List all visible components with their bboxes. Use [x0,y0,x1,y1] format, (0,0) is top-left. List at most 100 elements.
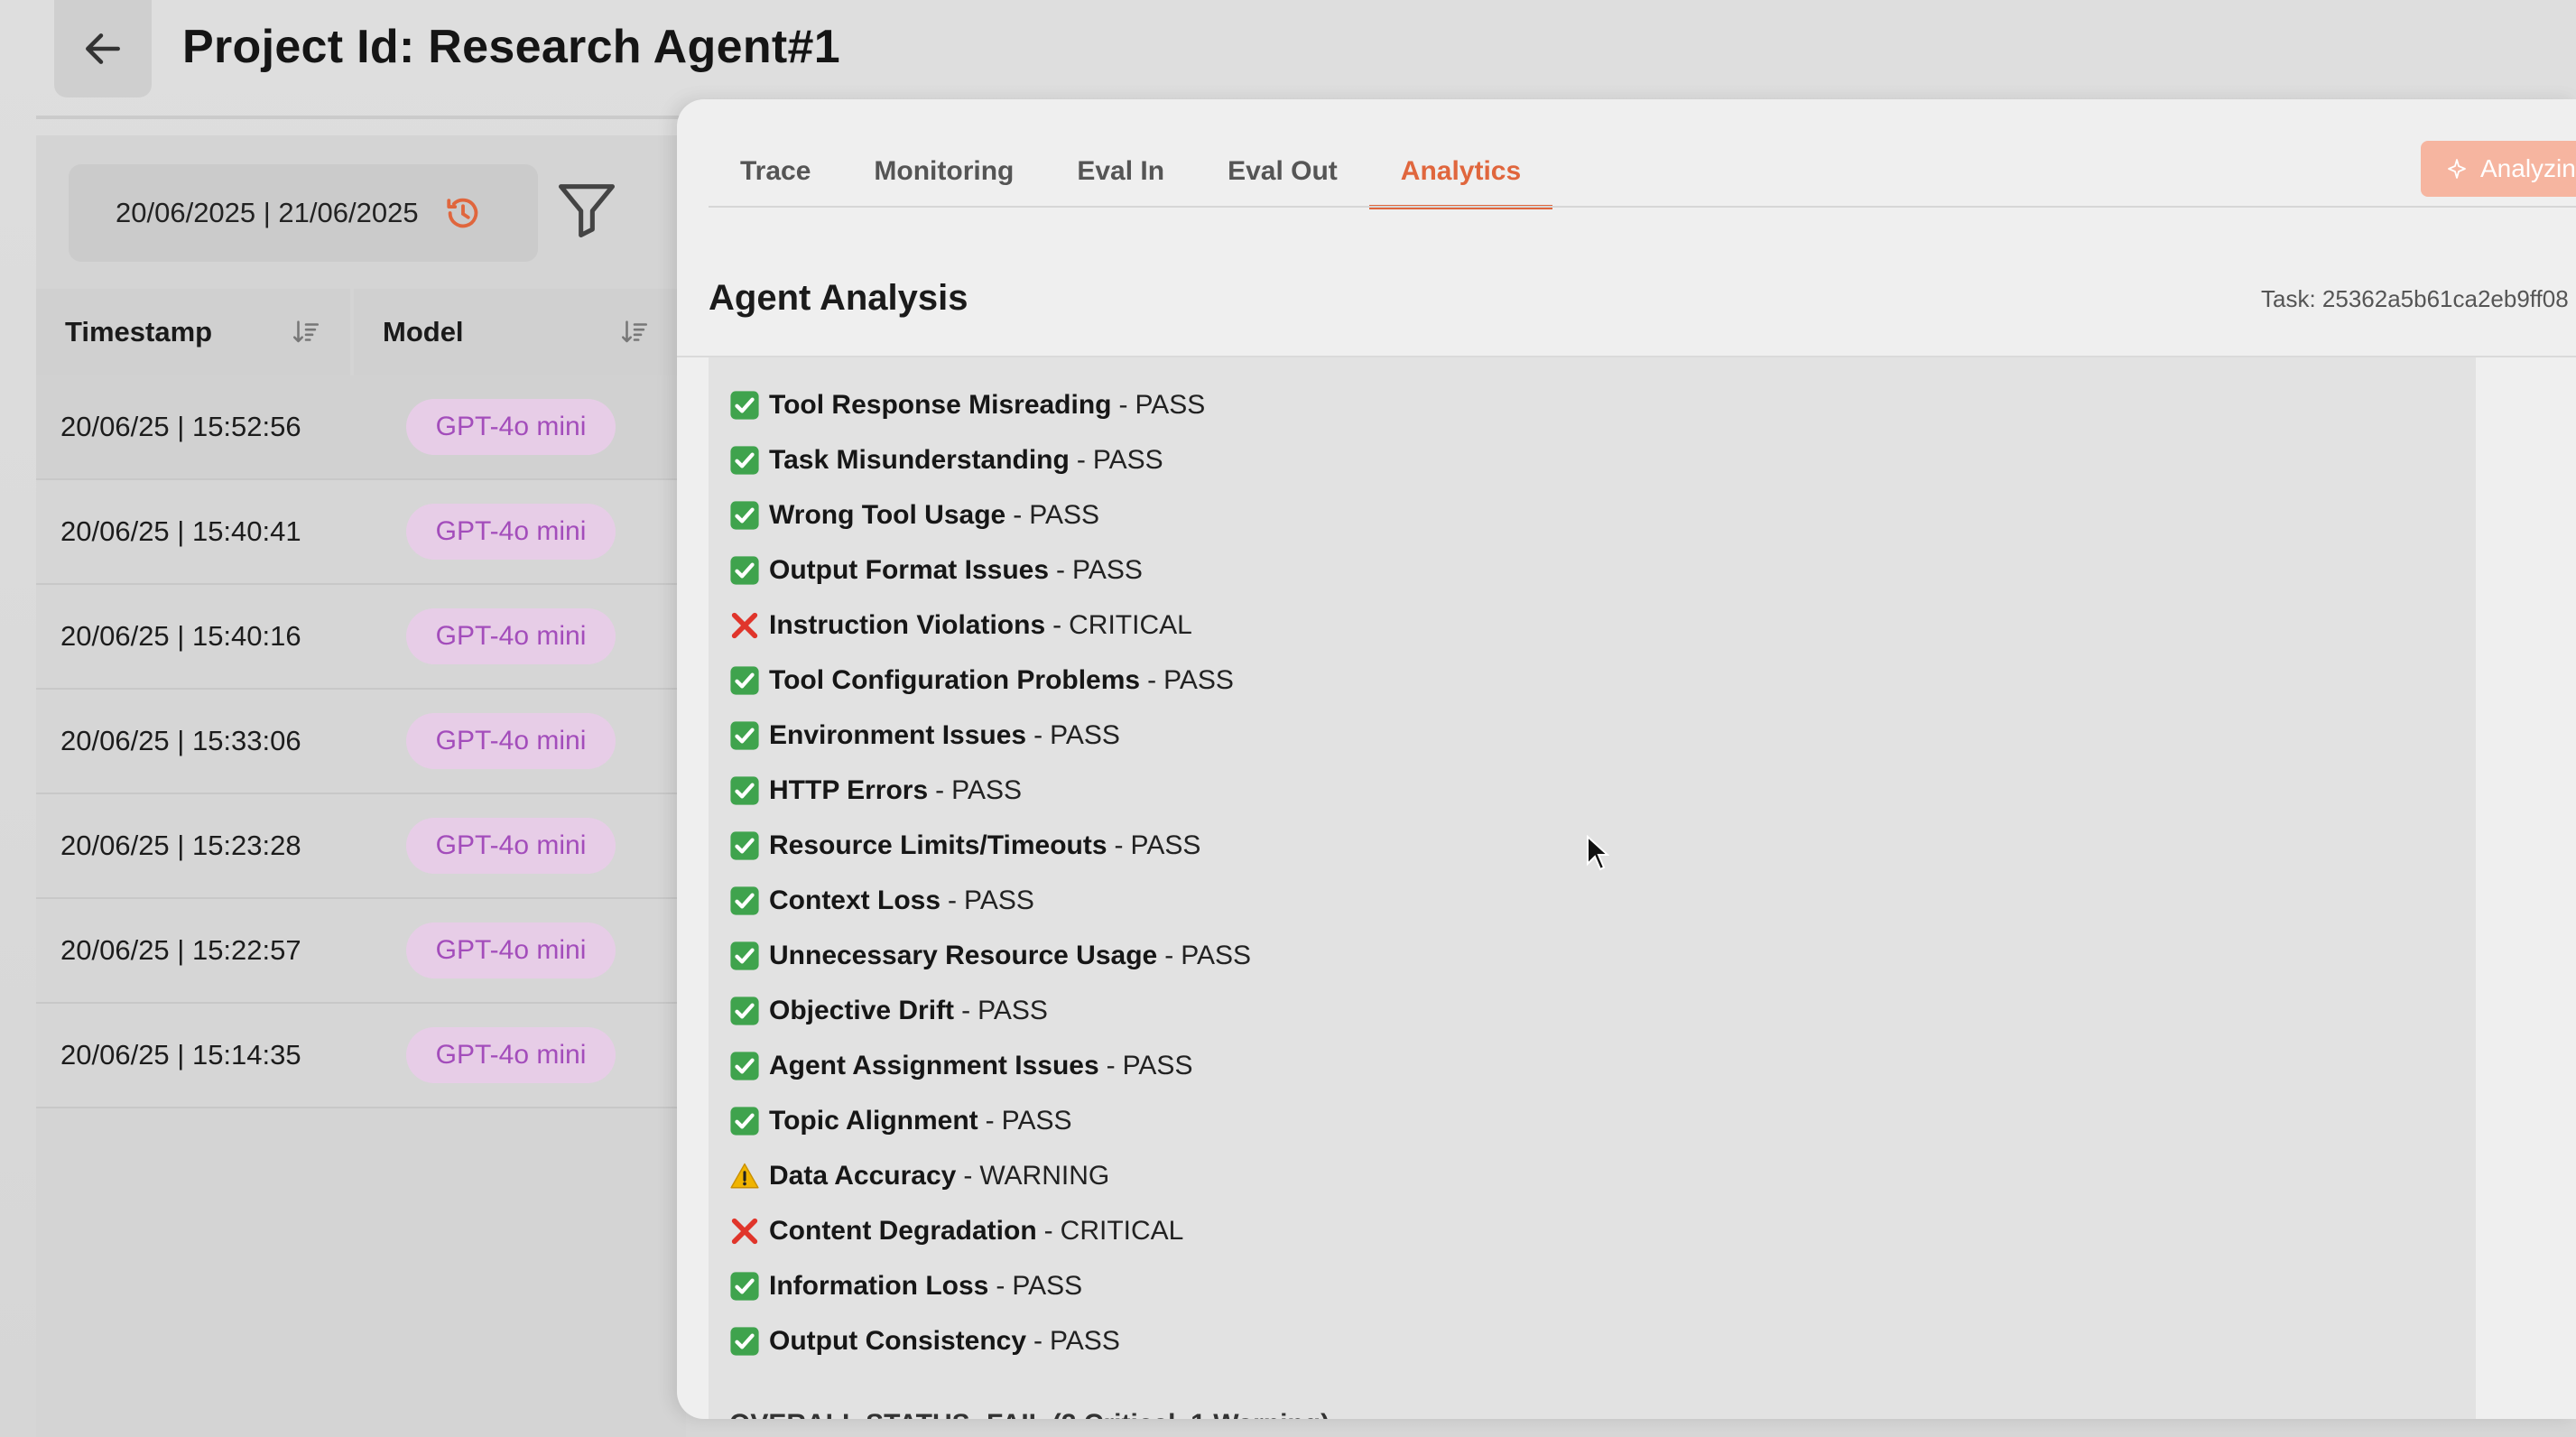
analysis-content [709,357,2476,1419]
separator-dash: - [1033,719,1043,750]
model-badge: GPT-4o mini [406,1027,616,1083]
timestamp-cell: 20/06/25 | 15:40:41 [60,515,301,547]
analysis-item-status: PASS [1122,1050,1193,1080]
tab-trace[interactable]: Trace [740,156,811,186]
separator-dash: - [1118,389,1128,420]
table-row[interactable]: 20/06/25 | 15:23:28 GPT-4o mini [36,794,679,899]
check-icon [730,1271,759,1301]
analysis-item-status: PASS [1072,554,1143,585]
separator-dash: - [1056,554,1066,585]
analysis-item: Unnecessary Resource Usage - PASS [729,928,1251,983]
analysis-item-name: Resource Limits/Timeouts [769,830,1107,860]
analysis-item: Wrong Tool Usage - PASS [729,487,1251,542]
check-icon [730,885,759,915]
analysis-item-status: CRITICAL [1060,1215,1184,1246]
check-icon [730,445,759,475]
cross-icon [731,1218,758,1244]
tab-eval-out[interactable]: Eval Out [1228,156,1338,186]
analysis-item-name: Agent Assignment Issues [769,1050,1099,1080]
analysis-item: Agent Assignment Issues - PASS [729,1038,1251,1093]
separator-dash: - [1013,499,1023,530]
check-icon [730,720,759,750]
analysis-item-status: PASS [1050,1325,1120,1356]
back-button[interactable] [54,0,152,97]
analysis-item-name: Information Loss [769,1270,989,1301]
analysis-item: Task Misunderstanding - PASS [729,432,1251,487]
date-range-picker[interactable]: 20/06/2025 | 21/06/2025 [69,164,538,262]
check-icon [730,555,759,585]
analysis-item-name: Environment Issues [769,719,1027,750]
timestamp-cell: 20/06/25 | 15:22:57 [60,934,301,966]
analysis-item-name: Objective Drift [769,995,955,1025]
cross-icon [731,612,758,638]
analysis-item-name: Output Format Issues [769,554,1050,585]
analysis-checklist: Tool Response Misreading - PASS Task Misund… [729,377,1251,1368]
analysis-item-status: PASS [978,995,1048,1025]
sort-icon[interactable] [619,317,650,348]
check-icon [730,1106,759,1136]
analyze-button[interactable]: Analyzin [2421,141,2576,197]
analysis-item-status: PASS [1001,1105,1072,1136]
tabs-divider [709,206,2576,208]
clock-history-icon [446,198,477,228]
warning-icon [730,1163,759,1188]
analysis-item-status: PASS [1092,444,1163,475]
tab-analytics[interactable]: Analytics [1368,135,1553,209]
model-badge: GPT-4o mini [406,818,616,874]
separator-dash: - [1033,1325,1043,1356]
analysis-item: Topic Alignment - PASS [729,1093,1251,1148]
table-row[interactable]: 20/06/25 | 15:22:57 GPT-4o mini [36,899,679,1004]
table-row[interactable]: 20/06/25 | 15:40:41 GPT-4o mini [36,480,679,585]
analysis-item-status: PASS [1135,389,1206,420]
check-icon [730,830,759,860]
table-row[interactable]: 20/06/25 | 15:52:56 GPT-4o mini [36,375,679,480]
filter-icon [558,184,616,238]
column-header-timestamp[interactable]: Timestamp [36,289,350,375]
sort-icon[interactable] [291,317,321,348]
analysis-item: HTTP Errors - PASS [729,763,1251,818]
analysis-item: Tool Response Misreading - PASS [729,377,1251,432]
analysis-item-status: PASS [1050,719,1120,750]
analysis-item: Environment Issues - PASS [729,708,1251,763]
check-icon [730,390,759,420]
check-icon [730,1326,759,1356]
separator-dash: - [1164,940,1174,970]
model-badge: GPT-4o mini [406,399,616,455]
column-header-model[interactable]: Model [354,289,679,375]
detail-tabs: Trace Monitoring Eval In Eval Out Analyt… [709,135,1553,209]
analysis-item-name: HTTP Errors [769,774,929,805]
analysis-item: Context Loss - PASS [729,873,1251,928]
analysis-item-name: Task Misunderstanding [769,444,1070,475]
analysis-item-status: PASS [1163,664,1234,695]
analysis-item: Instruction Violations - CRITICAL [729,598,1251,653]
separator-dash: - [961,995,971,1025]
tab-monitoring[interactable]: Monitoring [874,156,1015,186]
sparkle-icon [2448,159,2466,179]
analysis-item-name: Context Loss [769,885,941,915]
analysis-item-name: Output Consistency [769,1325,1027,1356]
separator-dash: - [1106,1050,1116,1080]
section-divider [677,356,2576,357]
analysis-item-name: Instruction Violations [769,609,1046,640]
header-divider [36,116,722,119]
separator-dash: - [935,774,945,805]
table-row[interactable]: 20/06/25 | 15:33:06 GPT-4o mini [36,690,679,794]
check-icon [730,775,759,805]
timestamp-cell: 20/06/25 | 15:23:28 [60,830,301,861]
separator-dash: - [1076,444,1086,475]
timestamp-cell: 20/06/25 | 15:52:56 [60,411,301,442]
analysis-item-status: CRITICAL [1069,609,1192,640]
model-badge: GPT-4o mini [406,713,616,769]
tab-eval-in[interactable]: Eval In [1077,156,1165,186]
analysis-item-name: Unnecessary Resource Usage [769,940,1158,970]
table-row[interactable]: 20/06/25 | 15:14:35 GPT-4o mini [36,1004,679,1108]
check-icon [730,500,759,530]
table-row[interactable]: 20/06/25 | 15:40:16 GPT-4o mini [36,585,679,690]
separator-dash: - [948,885,958,915]
analysis-item: Objective Drift - PASS [729,983,1251,1038]
analyze-button-label: Analyzin [2480,154,2576,182]
filter-button[interactable] [552,175,621,244]
separator-dash: - [1114,830,1124,860]
timestamp-cell: 20/06/25 | 15:14:35 [60,1039,301,1071]
page-title: Project Id: Research Agent#1 [182,21,840,73]
